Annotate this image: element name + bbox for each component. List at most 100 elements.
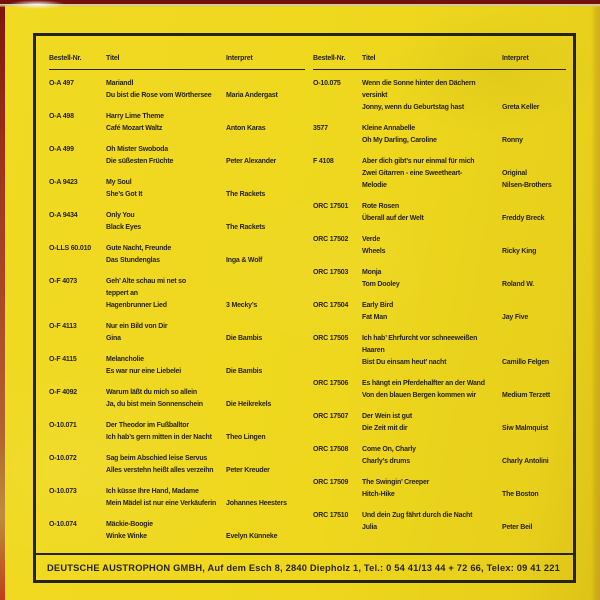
- catalog-number: ORC 17507: [313, 413, 349, 420]
- title-lines: My Soul She’s Got It: [106, 177, 226, 201]
- interpret-name: The Rackets: [226, 191, 266, 198]
- sleeve-top-edge: [0, 0, 600, 7]
- title-line: Ich hab’s gern mitten in der Nacht: [106, 434, 212, 441]
- title-lines: Mariandl Du bist die Rose vom Wörthersee: [106, 78, 226, 102]
- table-row: O-LLS 60.010 Gute Nacht, Freunde Das Stund…: [49, 243, 305, 267]
- interpret-names: 3 Mecky’s: [226, 276, 305, 312]
- sleeve-left-edge: [0, 0, 5, 600]
- title-lines: Early Bird Fat Man: [362, 300, 502, 324]
- table-row: ORC 17503 Monja Tom Dooley Roland W.: [313, 267, 566, 291]
- table-row: ORC 17501 Rote Rosen Überall auf der Welt F…: [313, 201, 566, 225]
- catalog-number: O-10.072: [49, 455, 77, 462]
- title-line: Come On, Charly: [362, 446, 416, 453]
- table-row: ORC 17507 Der Wein ist gut Die Zeit mit di…: [313, 411, 566, 435]
- title-line: Monja: [362, 269, 382, 276]
- interpret-names: Peter Kreuder: [226, 453, 305, 477]
- interpret-name: Roland W.: [502, 281, 535, 288]
- title-lines: Warum läßt du mich so allein Ja, du bist …: [106, 387, 226, 411]
- interpret-names: Siw Malmquist: [502, 411, 566, 435]
- title-line: Mein Mädel ist nur eine Verkäuferin: [106, 500, 217, 507]
- interpret-names: Charly Antolini: [502, 444, 566, 468]
- catalog-table-right: Bestell-Nr. Titel Interpret O-10.075 Wenn…: [313, 53, 566, 543]
- interpret-name: Jay Five: [502, 314, 529, 321]
- publisher-line: DEUTSCHE AUSTROPHON GMBH, Auf dem Esch 8…: [47, 562, 560, 573]
- title-lines: Melancholie Es war nur eine Liebelei: [106, 354, 226, 378]
- catalog-number: 3577: [313, 125, 328, 132]
- catalog-number: O-10.073: [49, 488, 77, 495]
- interpret-name: Ronny: [502, 137, 523, 144]
- title-line: Winke Winke: [106, 533, 147, 540]
- title-lines: Come On, Charly Charly’s drums: [362, 444, 502, 468]
- catalog-number: O-A 497: [49, 80, 74, 87]
- catalog-number: O-A 498: [49, 113, 74, 120]
- title-line: Hitch-Hike: [362, 491, 395, 498]
- catalog-number: ORC 17510: [313, 512, 349, 519]
- title-line: Wenn die Sonne hinter den Dächern: [362, 80, 476, 87]
- table-row: O-10.073 Ich küsse Ihre Hand, Madame Mein …: [49, 486, 305, 510]
- table-row: ORC 17504 Early Bird Fat Man Jay Five: [313, 300, 566, 324]
- title-lines: Oh Mister Swoboda Die süßesten Früchte: [106, 144, 226, 168]
- title-line: Die Zeit mit dir: [362, 425, 408, 432]
- catalog-number: O-10.074: [49, 521, 77, 528]
- title-line: Gute Nacht, Freunde: [106, 245, 172, 252]
- title-line: Verde: [362, 236, 381, 243]
- interpret-name: Evelyn Künneke: [226, 533, 278, 540]
- title-line: Black Eyes: [106, 224, 141, 231]
- title-line: Aber dich gibt’s nur einmal für mich: [362, 158, 475, 165]
- table-row: O-F 4113 Nur ein Bild von Dir Gina Die Bamb…: [49, 321, 305, 345]
- interpret-names: The Rackets: [226, 177, 305, 201]
- title-line: She’s Got It: [106, 191, 143, 198]
- catalog-number: ORC 17501: [313, 203, 349, 210]
- title-lines: Rote Rosen Überall auf der Welt: [362, 201, 502, 225]
- catalog-number: O-10.071: [49, 422, 77, 429]
- interpret-names: Medium Terzett: [502, 378, 566, 402]
- title-lines: Nur ein Bild von Dir Gina: [106, 321, 226, 345]
- catalog-number: O-LLS 60.010: [49, 245, 91, 252]
- table-row: ORC 17509 The Swingin’ Creeper Hitch-Hike T…: [313, 477, 566, 501]
- interpret-names: Die Bambis: [226, 354, 305, 378]
- title-line: Zwei Gitarren - eine Sweetheart-: [362, 170, 463, 177]
- title-lines: Only You Black Eyes: [106, 210, 226, 234]
- title-line: Café Mozart Waltz: [106, 125, 163, 132]
- title-line: Charly’s drums: [362, 458, 410, 465]
- interpret-name: The Rackets: [226, 224, 266, 231]
- table-row: O-10.075 Wenn die Sonne hinter den Dächer…: [313, 78, 566, 114]
- header-bestell-nr: Bestell-Nr.: [49, 55, 82, 62]
- title-lines: Und dein Zug fährt durch die Nacht Julia: [362, 510, 502, 534]
- title-lines: Sag beim Abschied leise Servus Alles vers…: [106, 453, 226, 477]
- interpret-names: Camillo Felgen: [502, 333, 566, 369]
- interpret-name: Peter Beil: [502, 524, 533, 531]
- title-line: Die süßesten Früchte: [106, 158, 174, 165]
- interpret-name: Freddy Breck: [502, 215, 545, 222]
- table-header: Bestell-Nr. Titel Interpret: [49, 53, 305, 70]
- title-line: Es hängt ein Pferdehalfter an der Wand: [362, 380, 485, 387]
- header-bestell-nr: Bestell-Nr.: [313, 55, 346, 62]
- title-line: Hagenbrunner Lied: [106, 302, 167, 309]
- interpret-names: The Rackets: [226, 210, 305, 234]
- title-line: Ich küsse Ihre Hand, Madame: [106, 488, 199, 495]
- interpret-name: Johannes Heesters: [226, 500, 287, 507]
- interpret-name: The Boston: [502, 491, 539, 498]
- title-line: Wheels: [362, 248, 386, 255]
- table-row: O-10.071 Der Theodor im Fußballtor Ich hab…: [49, 420, 305, 444]
- title-line: Du bist die Rose vom Wörthersee: [106, 92, 212, 99]
- interpret-names: Ronny: [502, 123, 566, 147]
- title-line: Ja, du bist mein Sonnenschein: [106, 401, 203, 408]
- catalog-number: F 4108: [313, 158, 334, 165]
- catalog-number: O-A 9434: [49, 212, 78, 219]
- interpret-name: Siw Malmquist: [502, 425, 549, 432]
- interpret-names: Jay Five: [502, 300, 566, 324]
- title-lines: Kleine Annabelle Oh My Darling, Caroline: [362, 123, 502, 147]
- interpret-names: Die Heikrekels: [226, 387, 305, 411]
- table-row: ORC 17506 Es hängt ein Pferdehalfter an d…: [313, 378, 566, 402]
- table-header: Bestell-Nr. Titel Interpret: [313, 53, 566, 70]
- interpret-name: Ricky King: [502, 248, 537, 255]
- interpret-names: Maria Andergast: [226, 78, 305, 102]
- catalog-number: ORC 17505: [313, 335, 349, 342]
- table-row: ORC 17510 Und dein Zug fährt durch die Na…: [313, 510, 566, 534]
- header-interpret: Interpret: [226, 55, 253, 62]
- catalog-number: ORC 17504: [313, 302, 349, 309]
- title-line: teppert an: [106, 290, 138, 297]
- title-line: Oh My Darling, Caroline: [362, 137, 437, 144]
- table-row: O-A 499 Oh Mister Swoboda Die süßesten Frü…: [49, 144, 305, 168]
